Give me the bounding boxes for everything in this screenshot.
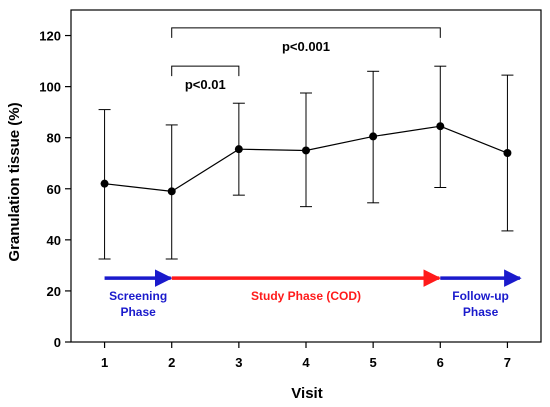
significance-brackets: p<0.01 p<0.001 <box>171 27 441 92</box>
y-tick-label: 0 <box>54 335 61 350</box>
data-point <box>100 179 109 188</box>
x-tick-label: 4 <box>302 355 310 370</box>
x-tick-label: 2 <box>168 355 175 370</box>
data-point <box>436 122 445 131</box>
phase-label: Screening <box>109 289 167 303</box>
significance-label: p<0.01 <box>185 77 226 92</box>
significance-bracket <box>171 27 441 38</box>
y-tick-label: 120 <box>39 29 61 44</box>
y-tick-label: 60 <box>47 182 61 197</box>
y-tick-label: 80 <box>47 131 61 146</box>
data-point <box>167 187 176 196</box>
x-axis-title: Visit <box>291 385 322 402</box>
phase-label-line2: Phase <box>463 305 499 319</box>
series <box>98 65 514 260</box>
phase-label: Study Phase (COD) <box>251 289 361 303</box>
x-tick-label: 3 <box>235 355 242 370</box>
x-axis: 1 2 3 4 5 6 7 <box>101 342 511 370</box>
data-point <box>503 149 512 158</box>
data-point <box>302 146 310 155</box>
data-point <box>234 145 243 154</box>
y-tick-label: 40 <box>47 233 61 248</box>
y-tick-label: 20 <box>47 284 61 299</box>
y-axis: 0 20 40 60 80 100 120 <box>39 29 71 350</box>
significance-bracket <box>171 65 240 77</box>
y-axis-title: Granulation tissue (%) <box>6 102 23 261</box>
x-tick-label: 6 <box>437 355 444 370</box>
x-tick-label: 1 <box>101 355 108 370</box>
data-point <box>369 132 378 141</box>
phase-label: Follow-up <box>452 289 509 303</box>
y-tick-label: 100 <box>39 80 61 95</box>
x-tick-label: 5 <box>370 355 377 370</box>
phase-label-line2: Phase <box>120 305 156 319</box>
x-tick-label: 7 <box>504 355 511 370</box>
significance-label: p<0.001 <box>282 39 330 54</box>
phase-arrows: Screening Phase Study Phase (COD) Follow-up… <box>104 269 522 319</box>
